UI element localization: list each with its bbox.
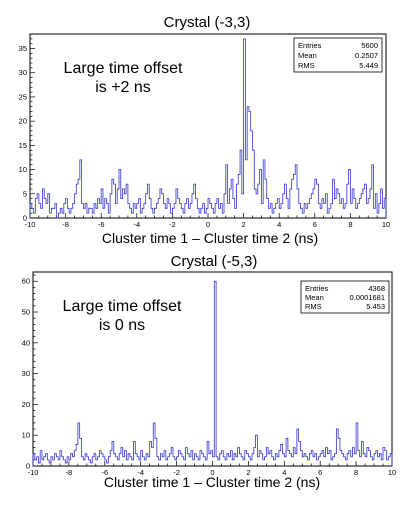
histogram-line xyxy=(32,280,393,466)
x-tick-label: 6 xyxy=(318,468,322,477)
y-tick-label: 40 xyxy=(22,338,30,347)
y-tick-label: 60 xyxy=(22,277,30,286)
y-tick-label: 0 xyxy=(23,214,27,223)
histogram-panel-bottom: Crystal (-5,3) -10 -8 -6 -4 -2 0 2 4 6 8 10 0 10 20 30… xyxy=(22,253,397,490)
x-tick-label: 4 xyxy=(282,468,286,477)
x-tick-label: 8 xyxy=(354,468,358,477)
x-tick-label: -10 xyxy=(25,220,36,229)
x-tick-label: 2 xyxy=(246,468,250,477)
y-tick-label: 10 xyxy=(22,431,30,440)
y-tick-label: 50 xyxy=(22,308,30,317)
annotation-line-1: Large time offset xyxy=(63,298,182,315)
x-tick-label: 8 xyxy=(348,220,352,229)
x-tick-label: -2 xyxy=(173,468,180,477)
stats-box-frame xyxy=(300,280,390,314)
y-tick-label: 30 xyxy=(22,369,30,378)
stat-label-rms: RMS xyxy=(298,61,315,70)
annotation-line-2: is +2 ns xyxy=(95,79,151,96)
x-tick-label: 0 xyxy=(210,468,214,477)
x-tick-label: -4 xyxy=(137,468,144,477)
stat-value-rms: 5.449 xyxy=(359,61,378,70)
axes: -10 -8 -6 -4 -2 0 2 4 6 8 10 0 10 20 30 40 50 60 xyxy=(22,274,396,477)
x-tick-label: -8 xyxy=(62,220,69,229)
x-tick-label: 6 xyxy=(313,220,317,229)
stat-value-entries: 5600 xyxy=(361,41,378,50)
stat-label-rms: RMS xyxy=(305,302,322,311)
stat-value-rms: 5.453 xyxy=(366,302,385,311)
stats-box: Entries 5600 Mean 0.2507 RMS 5.449 xyxy=(293,37,383,73)
y-tick-label: 20 xyxy=(19,117,27,126)
histogram-panel-top: Crystal (-3,3) -10 -8 -6 -4 -2 0 2 4 6 8 10 0 5 10 15 2… xyxy=(19,14,391,246)
stat-value-mean: 0.2507 xyxy=(355,51,378,60)
histogram-line xyxy=(29,38,387,219)
y-tick-label: 25 xyxy=(19,92,27,101)
axes: -10 -8 -6 -4 -2 0 2 4 6 8 10 0 5 10 15 20 25 30 35 xyxy=(19,33,390,229)
stats-box: Entries 4368 Mean 0.0001681 RMS 5.453 xyxy=(300,280,390,314)
stats-box-frame xyxy=(293,37,383,73)
stat-label-mean: Mean xyxy=(298,51,317,60)
stat-value-entries: 4368 xyxy=(368,284,385,293)
y-tick-label: 15 xyxy=(19,141,27,150)
annotation-line-1: Large time offset xyxy=(64,60,183,77)
chart-title: Crystal (-3,3) xyxy=(164,14,251,31)
y-tick-label: 30 xyxy=(19,68,27,77)
y-tick-label: 10 xyxy=(19,165,27,174)
annotation-line-2: is 0 ns xyxy=(99,317,145,334)
y-tick-label: 0 xyxy=(26,462,30,471)
x-axis-label: Cluster time 1 – Cluster time 2 (ns) xyxy=(102,230,318,246)
x-tick-label: -10 xyxy=(28,468,39,477)
stat-value-mean: 0.0001681 xyxy=(350,293,385,302)
chart-title: Crystal (-5,3) xyxy=(171,253,258,270)
x-tick-label: -2 xyxy=(169,220,176,229)
x-tick-label: 10 xyxy=(382,220,390,229)
x-tick-label: 0 xyxy=(206,220,210,229)
x-tick-label: -6 xyxy=(98,220,105,229)
x-tick-label: 2 xyxy=(242,220,246,229)
y-tick-label: 35 xyxy=(19,44,27,53)
x-tick-label: -6 xyxy=(101,468,108,477)
x-tick-label: 10 xyxy=(388,468,396,477)
stat-label-entries: Entries xyxy=(298,41,322,50)
y-tick-label: 20 xyxy=(22,400,30,409)
y-tick-label: 5 xyxy=(23,189,27,198)
stat-label-entries: Entries xyxy=(305,284,329,293)
stat-label-mean: Mean xyxy=(305,293,324,302)
x-tick-label: -4 xyxy=(133,220,140,229)
x-tick-label: 4 xyxy=(277,220,281,229)
x-tick-label: -8 xyxy=(66,468,73,477)
x-axis-label: Cluster time 1 – Cluster time 2 (ns) xyxy=(104,474,320,490)
